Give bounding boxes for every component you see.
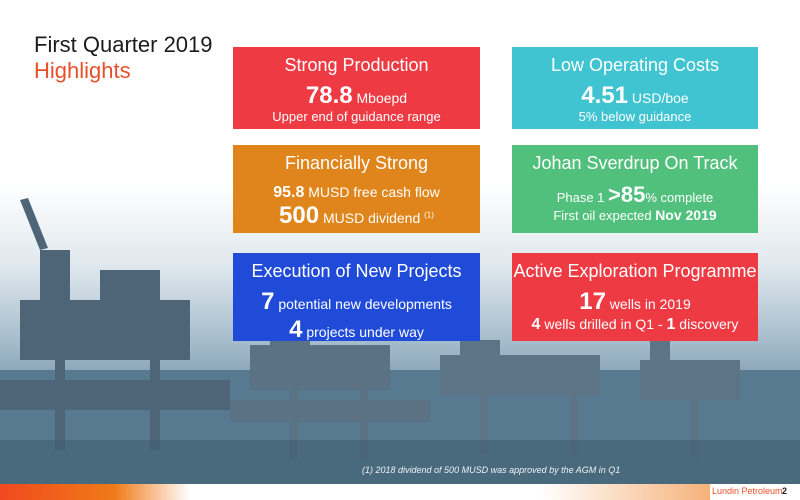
discovery-text: discovery bbox=[675, 315, 739, 332]
card-financially-strong: Financially Strong 95.8 MUSD free cash f… bbox=[233, 145, 480, 233]
completion-text: % complete bbox=[645, 190, 714, 205]
opex-sub: 5% below guidance bbox=[578, 108, 692, 124]
card-exploration: Active Exploration Programme 17 wells in… bbox=[512, 253, 758, 341]
card-title: Johan Sverdrup On Track bbox=[532, 153, 738, 173]
first-oil-date: Nov 2019 bbox=[655, 207, 717, 224]
first-oil-text: First oil expected bbox=[553, 208, 656, 224]
discovery-value: 1 bbox=[666, 315, 676, 333]
card-title: Active Exploration Programme bbox=[513, 261, 757, 281]
production-value: 78.8 bbox=[305, 82, 353, 109]
slide-title-line2: Highlights bbox=[34, 58, 131, 83]
card-title: Strong Production bbox=[284, 55, 429, 75]
card-low-operating-costs: Low Operating Costs 4.51 USD/boe 5% belo… bbox=[512, 47, 758, 129]
dividend-value: 500 bbox=[279, 202, 320, 230]
card-strong-production: Strong Production 78.8 Mboepd Upper end … bbox=[233, 47, 480, 129]
opex-unit: USD/boe bbox=[628, 90, 689, 106]
projects-text: projects under way bbox=[302, 323, 424, 340]
q1-wells-value: 4 bbox=[531, 315, 541, 333]
fcf-value: 95.8 bbox=[273, 184, 305, 201]
footer-flare-left bbox=[0, 484, 190, 500]
developments-text: potential new developments bbox=[274, 296, 452, 312]
card-johan-sverdrup: Johan Sverdrup On Track Phase 1 >85% com… bbox=[512, 145, 758, 233]
q1-wells-text: wells drilled in Q1 - bbox=[540, 315, 667, 332]
production-unit: Mboepd bbox=[352, 90, 408, 106]
card-title: Execution of New Projects bbox=[251, 261, 462, 281]
slide-title: First Quarter 2019 Highlights bbox=[34, 32, 213, 84]
footnote: (1) 2018 dividend of 500 MUSD was approv… bbox=[362, 465, 621, 475]
brand-name: Lundin Petroleum bbox=[712, 486, 783, 496]
wells-text: wells in 2019 bbox=[605, 296, 691, 312]
developments-value: 7 bbox=[261, 288, 275, 315]
slide-title-line1: First Quarter 2019 bbox=[34, 32, 213, 57]
fcf-text: MUSD free cash flow bbox=[304, 184, 440, 200]
dividend-text: MUSD dividend bbox=[319, 210, 425, 227]
production-sub: Upper end of guidance range bbox=[272, 108, 441, 124]
opex-value: 4.51 bbox=[581, 82, 628, 109]
card-title: Low Operating Costs bbox=[550, 55, 720, 75]
projects-value: 4 bbox=[289, 315, 303, 343]
completion-value: >85 bbox=[608, 182, 646, 207]
footer-flare-right bbox=[540, 484, 710, 500]
page-number: 2 bbox=[782, 486, 788, 496]
phase-prefix: Phase 1 bbox=[556, 190, 609, 205]
card-title: Financially Strong bbox=[284, 153, 429, 173]
footnote-marker: (1) bbox=[424, 210, 434, 220]
wells-value: 17 bbox=[579, 288, 606, 315]
card-new-projects: Execution of New Projects 7 potential ne… bbox=[233, 253, 480, 343]
